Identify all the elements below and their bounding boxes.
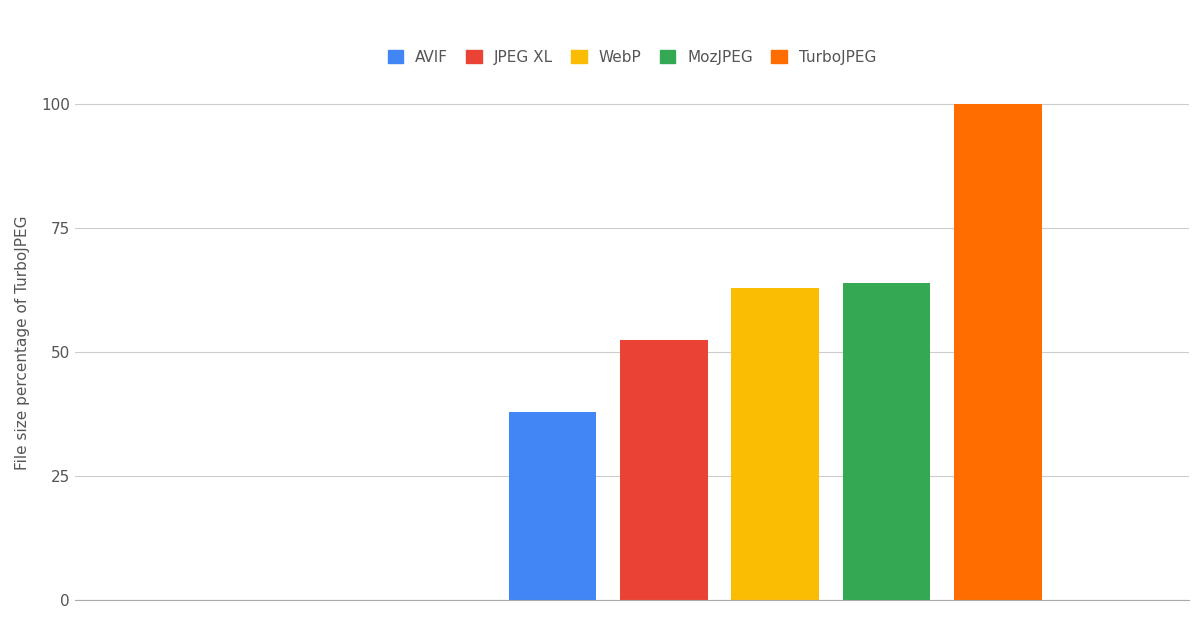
Bar [508,412,596,600]
Bar [731,288,819,600]
Bar [955,104,1041,600]
Legend: AVIF, JPEG XL, WebP, MozJPEG, TurboJPEG: AVIF, JPEG XL, WebP, MozJPEG, TurboJPEG [382,44,883,71]
Bar [620,340,708,600]
Bar [843,283,931,600]
Y-axis label: File size percentage of TurboJPEG: File size percentage of TurboJPEG [14,215,30,470]
